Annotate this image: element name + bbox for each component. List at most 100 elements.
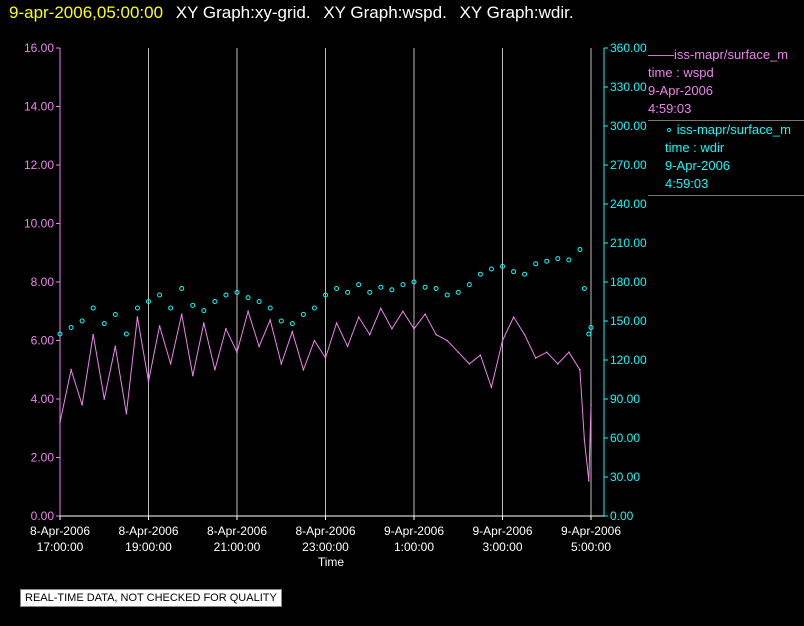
wspd-point [534,357,537,359]
wdir-point [455,289,461,295]
wdir-point [444,292,450,298]
x-tick-date: 8-Apr-2006 [30,524,90,538]
wspd-point [587,480,590,482]
tick-labels: 0.00 2.00 4.00 6.00 8.00 10.00 12.00 14.00 16.00… [24,41,647,554]
wdir-point [323,292,328,298]
left-tick-label: 16.00 [24,41,54,55]
legend-circle-marker: ∘ [665,122,674,137]
wdir-point [123,331,129,337]
wdir-point [422,284,428,290]
wspd-point [136,316,139,318]
wspd-point [590,404,592,406]
wspd-point [258,345,260,348]
legend-date: 9-Apr-2006 [665,158,731,173]
graph-title-grid: XY Graph:xy-grid. [175,3,311,22]
wdir-point [544,258,550,264]
grid-lines [148,48,592,516]
left-tick-label: 2.00 [31,451,55,465]
right-tick-label: 360.00 [610,41,647,55]
wspd-point [324,357,327,359]
legend-time: 4:59:03 [665,176,709,191]
x-tick-time: 5:00:00 [571,540,611,554]
wdir-point [212,299,218,304]
wdir-point [289,321,295,327]
wspd-point [368,333,371,336]
wspd-point [357,316,360,318]
wdir-point [488,266,494,272]
wdir-point [245,295,251,301]
wspd-point [225,328,227,330]
x-axis-label: Time [318,555,345,569]
wdir-point [411,279,417,285]
wdir-point [356,282,362,288]
wspd-point [346,345,349,348]
left-tick-label: 6.00 [31,334,55,348]
wspd-point [92,333,94,336]
wdir-point [267,305,273,311]
legend-entry-wspd[interactable]: ——iss-mapr/surface_m time : wspd 9-Apr-2… [648,46,804,121]
x-tick-time: 3:00:00 [482,540,522,554]
wdir-series [57,247,594,337]
wspd-point [313,339,316,342]
wdir-point [90,305,96,311]
wdir-point [300,312,306,317]
wdir-point [234,289,240,295]
wspd-point [147,380,150,383]
wspd-point [391,328,393,330]
wdir-point [566,257,572,263]
wspd-point [103,398,106,400]
graph-title-wspd: XY Graph:wspd. [323,3,447,22]
wdir-point [500,263,505,269]
wspd-point [479,354,482,356]
wdir-point [168,305,174,311]
wdir-point [588,325,594,330]
legend-field: time : wspd [648,65,714,80]
wdir-point [466,282,472,288]
right-tick-label: 30.00 [610,470,640,484]
wspd-point [545,351,548,354]
wspd-point [203,322,205,324]
left-tick-label: 4.00 [31,392,55,406]
left-tick-label: 12.00 [24,158,54,172]
wspd-point [523,333,526,336]
wdir-point [433,286,439,291]
wspd-point [579,368,581,371]
wdir-point [522,271,528,277]
wspd-point [81,404,83,406]
x-tick-time: 17:00:00 [37,540,84,554]
wdir-point [134,305,140,311]
wdir-point [533,261,539,267]
right-tick-label: 90.00 [610,392,640,406]
wspd-point [158,325,161,327]
wdir-point [157,292,163,298]
wdir-point [345,289,351,295]
wdir-point [278,318,284,324]
wdir-point [477,271,483,277]
wdir-point [311,305,317,311]
x-tick-date: 8-Apr-2006 [295,524,355,538]
wdir-point [101,321,107,327]
wdir-point [555,256,561,262]
wspd-point [512,316,515,318]
legend-series-label: iss-mapr/surface_m [674,47,789,62]
wdir-point [57,331,63,337]
wspd-point [490,386,493,389]
wdir-point [511,269,517,275]
legend-entry-wdir[interactable]: ∘ iss-mapr/surface_m time : wdir 9-Apr-2… [648,121,804,196]
legend-time: 4:59:03 [648,101,692,116]
x-tick-time: 1:00:00 [394,540,434,554]
left-tick-label: 14.00 [24,100,54,114]
wspd-point [280,363,283,365]
wspd-point [380,307,382,310]
wdir-point [389,287,395,293]
right-tick-label: 330.00 [610,80,647,94]
wdir-point [68,325,74,330]
left-tick-label: 8.00 [31,275,55,289]
x-tick-date: 9-Apr-2006 [472,524,532,538]
wspd-point [446,339,448,342]
wspd-point [236,351,238,354]
x-tick-date: 8-Apr-2006 [118,524,178,538]
graph-title-wdir: XY Graph:wdir. [459,3,574,22]
legend-series-label: iss-mapr/surface_m [676,122,791,137]
